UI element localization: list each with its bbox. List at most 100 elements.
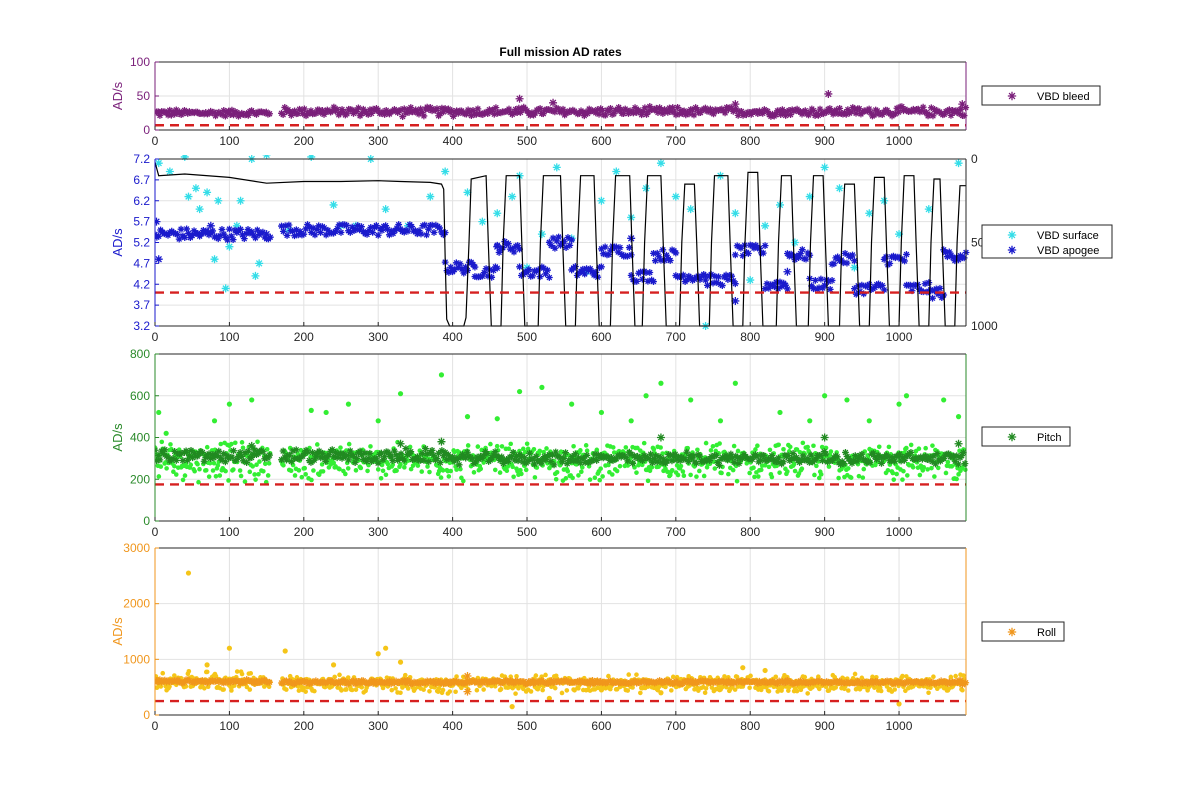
data-point xyxy=(428,446,436,454)
data-point xyxy=(158,447,165,455)
x-tick-label: 1000 xyxy=(886,134,913,148)
data-point xyxy=(575,454,583,462)
data-point xyxy=(925,467,930,472)
data-point xyxy=(689,452,697,460)
data-point xyxy=(287,111,295,119)
x-tick-label: 900 xyxy=(815,719,835,733)
data-point xyxy=(493,242,502,251)
data-point xyxy=(353,454,361,462)
data-point xyxy=(756,457,764,464)
data-point xyxy=(239,231,246,239)
data-point xyxy=(559,690,565,696)
legend-label: VBD bleed xyxy=(1037,91,1090,103)
data-point xyxy=(299,452,307,460)
data-point xyxy=(550,461,558,469)
data-point xyxy=(789,252,797,260)
data-point xyxy=(844,106,852,114)
data-point xyxy=(792,468,798,474)
data-point xyxy=(898,103,906,111)
data-point xyxy=(587,680,595,688)
x-tick-label: 600 xyxy=(591,330,611,344)
legend-label: Roll xyxy=(1037,627,1056,639)
data-point xyxy=(352,226,360,233)
data-point xyxy=(312,109,320,117)
data-point xyxy=(229,688,234,693)
data-point xyxy=(865,105,873,113)
data-point xyxy=(656,159,665,168)
data-point xyxy=(639,462,645,468)
data-point xyxy=(586,265,594,273)
data-point xyxy=(345,456,352,464)
data-point xyxy=(949,464,955,469)
data-point xyxy=(901,468,906,474)
data-point xyxy=(576,473,581,478)
data-point xyxy=(389,230,397,237)
data-point xyxy=(252,234,259,242)
data-point xyxy=(185,452,193,460)
data-point xyxy=(870,111,878,119)
x-tick-label: 400 xyxy=(443,134,463,148)
data-point xyxy=(166,106,174,114)
data-point xyxy=(368,110,375,117)
y-tick-label: 600 xyxy=(130,389,150,403)
data-point xyxy=(240,235,248,243)
data-point xyxy=(460,269,468,277)
data-point xyxy=(343,110,351,118)
data-point xyxy=(427,469,432,475)
data-point xyxy=(927,104,935,112)
data-point xyxy=(588,268,596,276)
data-point xyxy=(924,205,933,214)
data-point xyxy=(557,462,563,468)
data-point xyxy=(155,452,162,460)
data-point xyxy=(307,107,315,115)
data-point xyxy=(207,455,215,462)
data-point xyxy=(953,673,958,679)
data-point xyxy=(331,460,337,466)
data-point xyxy=(531,109,539,117)
x-tick-label: 900 xyxy=(815,330,835,344)
data-point xyxy=(925,456,933,464)
data-point xyxy=(580,465,585,470)
data-point xyxy=(325,451,333,459)
legend-marker xyxy=(1007,432,1017,442)
data-point xyxy=(750,244,758,252)
data-point xyxy=(714,459,722,466)
data-point xyxy=(629,459,637,467)
data-point xyxy=(718,282,726,289)
data-point xyxy=(696,688,701,693)
data-point xyxy=(787,444,793,450)
data-point xyxy=(379,456,387,464)
data-point xyxy=(349,687,355,693)
x-tick-label: 100 xyxy=(219,134,239,148)
data-point xyxy=(727,450,735,458)
data-point xyxy=(248,228,256,236)
data-point xyxy=(279,447,287,455)
data-point xyxy=(191,184,200,193)
data-point xyxy=(167,684,172,689)
data-point xyxy=(766,464,772,470)
data-point xyxy=(182,473,188,478)
data-point xyxy=(456,260,464,268)
data-point xyxy=(542,270,550,278)
data-point xyxy=(573,457,581,465)
data-point xyxy=(648,459,656,467)
data-point xyxy=(454,467,459,472)
data-point xyxy=(923,445,928,451)
data-point xyxy=(835,184,844,193)
data-point xyxy=(740,684,746,689)
data-point xyxy=(942,248,949,256)
data-point xyxy=(335,221,343,229)
data-point xyxy=(413,453,421,461)
data-point xyxy=(805,111,812,119)
data-point xyxy=(339,688,344,693)
data-point xyxy=(805,192,814,201)
data-point xyxy=(471,470,477,475)
y-tick-label: 3.2 xyxy=(133,319,150,333)
data-point xyxy=(651,257,659,265)
data-point xyxy=(891,254,899,262)
data-point xyxy=(463,687,472,696)
data-point xyxy=(244,111,252,119)
data-point xyxy=(216,232,224,240)
data-point xyxy=(890,470,896,476)
data-point xyxy=(547,242,555,249)
